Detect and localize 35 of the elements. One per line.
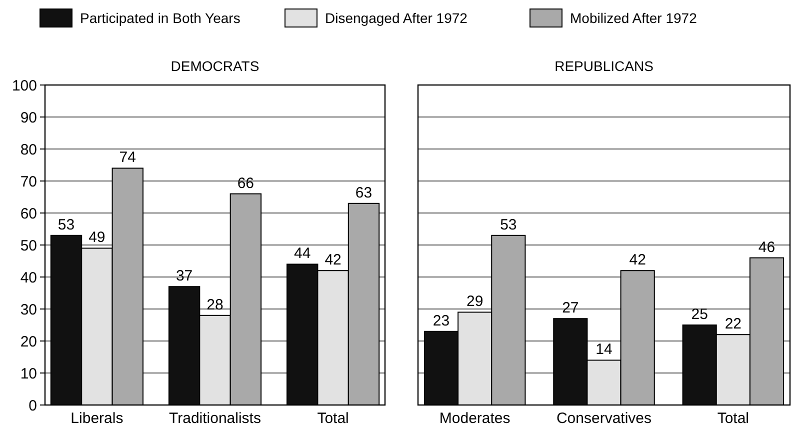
y-tick-label: 60 (20, 205, 37, 222)
data-label: 14 (596, 341, 612, 358)
x-tick-label: Total (717, 410, 750, 427)
x-tick-label: Total (317, 410, 349, 427)
y-tick-label: 50 (20, 237, 37, 254)
data-label: 49 (88, 229, 106, 246)
data-label: 29 (466, 293, 484, 310)
y-tick-label: 20 (20, 333, 37, 350)
x-tick-label: Conservatives (556, 410, 652, 427)
y-tick-label: 90 (20, 109, 37, 126)
y-tick-label: 100 (12, 77, 37, 94)
data-label: 42 (324, 252, 342, 269)
data-label: 44 (294, 245, 311, 262)
legend-label: Participated in Both Years (80, 10, 240, 26)
data-label: 53 (500, 216, 517, 234)
y-tick-label: 0 (28, 397, 37, 414)
x-tick-label: Liberals (70, 410, 124, 427)
data-label: 22 (724, 316, 742, 333)
data-label: 42 (629, 252, 646, 269)
data-label: 63 (355, 184, 372, 202)
y-tick-label: 30 (20, 301, 37, 318)
x-tick-label: Traditionalists (169, 410, 261, 427)
y-tick-label: 40 (20, 269, 37, 286)
data-label: 23 (432, 312, 450, 330)
data-label: 53 (58, 216, 75, 234)
chart-title: REPUBLICANS (554, 58, 654, 74)
y-tick-label: 10 (20, 365, 37, 382)
legend-label: Disengaged After 1972 (325, 10, 468, 26)
chart-title: DEMOCRATS (170, 58, 260, 74)
y-tick-label: 80 (20, 141, 37, 158)
legend-label: Mobilized After 1972 (570, 10, 698, 26)
data-label: 74 (119, 149, 136, 166)
data-label: 25 (691, 306, 708, 323)
x-tick-label: Moderates (439, 410, 510, 427)
y-tick-label: 70 (20, 173, 37, 190)
